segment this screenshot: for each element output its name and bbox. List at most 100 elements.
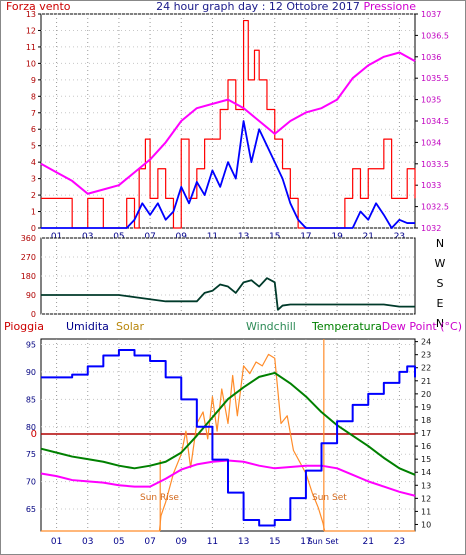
temperature-tick-label: 21 — [421, 377, 431, 386]
pressure-tick-label: 1035.5 — [421, 74, 449, 83]
wind-tick-label: 9 — [31, 76, 36, 85]
wind-tick-label: 2 — [31, 191, 36, 200]
humidity-tick-label: 80 — [26, 423, 36, 432]
temperature-tick-label: 10 — [421, 520, 431, 529]
pressure-tick-label: 1034 — [421, 138, 441, 147]
hour-tick-label: 03 — [82, 232, 93, 242]
wind-tick-label: 0 — [31, 224, 36, 233]
pressure-tick-label: 1033 — [421, 181, 441, 190]
dewpoint-legend: Dew Point (°C) — [382, 320, 462, 333]
temperature-tick-label: 16 — [421, 442, 431, 451]
wind-tick-label: 11 — [26, 43, 36, 52]
temperature-line — [40, 371, 416, 476]
hour-tick-label: 05 — [113, 232, 124, 242]
compass-letter: N — [436, 237, 444, 250]
humidity-tick-label: 75 — [26, 450, 36, 459]
hour-tick-label: 01 — [51, 537, 62, 547]
pressure-tick-label: 1033.5 — [421, 160, 449, 169]
direction-tick-label: 270 — [21, 253, 36, 262]
wind-tick-label: 5 — [31, 142, 36, 151]
humidity-tick-label: 65 — [26, 505, 36, 514]
wind-panel-grid — [38, 13, 415, 229]
hour-tick-label: 17 — [300, 232, 311, 242]
wind-tick-label: 13 — [26, 10, 36, 19]
wind-series — [40, 19, 416, 229]
wind-tick-label: 7 — [31, 109, 36, 118]
humidity-tick-label: 90 — [26, 368, 36, 377]
compass-letter: S — [437, 277, 444, 290]
hour-tick-label: 13 — [238, 537, 249, 547]
wind-gust-line — [41, 120, 415, 229]
pressure-label: Pressione — [364, 0, 417, 13]
direction-tick-label: 180 — [21, 272, 36, 281]
hour-tick-label: 19 — [331, 232, 343, 242]
compass-letter: E — [437, 297, 444, 310]
hour-axis-top: 01 03 05 07 09 11 13 15 17 19 21 23 — [51, 232, 405, 242]
pressure-tick-label: 1036.5 — [421, 31, 449, 40]
temperature-tick-label: 18 — [421, 416, 431, 425]
sun-set-axis-label: Sun Set — [308, 537, 339, 546]
humidity-axis: 65 70 75 80 85 90 95 — [26, 340, 36, 514]
hour-tick-label: 17 — [300, 537, 311, 547]
windchill-legend: Windchill — [246, 320, 296, 333]
temperature-tick-label: 15 — [421, 455, 431, 464]
hour-tick-label: 15 — [269, 232, 280, 242]
direction-series — [41, 277, 415, 311]
wind-tick-label: 10 — [26, 59, 36, 68]
hour-tick-label: 11 — [207, 537, 218, 547]
pressure-tick-label: 1037 — [421, 10, 441, 19]
temperature-legend: Temperatura — [311, 320, 382, 333]
pressure-tick-label: 1034.5 — [421, 117, 449, 126]
hour-tick-label: 23 — [394, 537, 405, 547]
hour-tick-label: 07 — [144, 537, 155, 547]
direction-tick-label: 0 — [31, 310, 36, 319]
direction-degrees-axis: 0 90 180 270 360 — [21, 234, 36, 319]
temperature-tick-label: 20 — [421, 390, 431, 399]
pressure-tick-label: 1035 — [421, 96, 441, 105]
hour-tick-label: 09 — [176, 232, 188, 242]
wind-tick-label: 12 — [26, 26, 36, 35]
pressure-tick-label: 1032 — [421, 224, 441, 233]
sun-rise-label: Sun Rise — [140, 493, 179, 503]
temperature-tick-label: 22 — [421, 364, 431, 373]
humidity-tick-label: 95 — [26, 340, 36, 349]
temperature-series — [40, 339, 416, 532]
wind-direction-line — [41, 277, 415, 311]
wind-panel-frame — [40, 13, 416, 229]
rain-legend: Pioggia — [4, 320, 44, 333]
temperature-tick-label: 13 — [421, 481, 431, 490]
wind-tick-label: 4 — [31, 158, 36, 167]
pressure-tick-label: 1032.5 — [421, 203, 449, 212]
wind-tick-label: 6 — [31, 125, 36, 134]
hour-tick-label: 15 — [269, 537, 280, 547]
temperature-tick-label: 23 — [421, 351, 431, 360]
direction-panel-frame — [40, 237, 416, 315]
solar-line — [41, 353, 415, 532]
pressure-line — [40, 51, 416, 195]
pressure-axis: 1032 1032.5 1033 1033.5 1034 1034.5 1035 1035.5… — [415, 10, 449, 233]
graph-title: 24 hour graph day : 12 Ottobre 2017 — [156, 0, 360, 13]
temperature-tick-label: 12 — [421, 494, 431, 503]
solar-legend: Solar — [116, 320, 145, 333]
hour-tick-label: 13 — [238, 232, 249, 242]
hour-tick-label: 09 — [176, 537, 188, 547]
hour-tick-label: 01 — [51, 232, 62, 242]
hour-axis-bottom: 01 03 05 07 09 11 13 15 17 21 23 Sun Set — [51, 537, 405, 547]
compass-letter: W — [435, 257, 446, 270]
rain-zero-label: 0 — [31, 429, 37, 440]
temperature-axis: 10 11 12 13 14 15 16 17 18 19 20 21 22 23 24 — [415, 338, 431, 529]
wind-tick-label: 8 — [31, 92, 36, 101]
wind-tick-label: 1 — [31, 208, 36, 217]
sun-set-label: Sun Set — [312, 493, 347, 503]
temperature-panel: 65 70 75 80 85 90 95 10 11 12 13 14 15 16 17 18 19 20 21 2… — [26, 338, 431, 547]
temperature-tick-label: 14 — [421, 468, 431, 477]
pressure-tick-label: 1036 — [421, 53, 441, 62]
humidity-tick-label: 85 — [26, 395, 36, 404]
hour-tick-label: 03 — [82, 537, 93, 547]
hour-tick-label: 05 — [113, 537, 124, 547]
